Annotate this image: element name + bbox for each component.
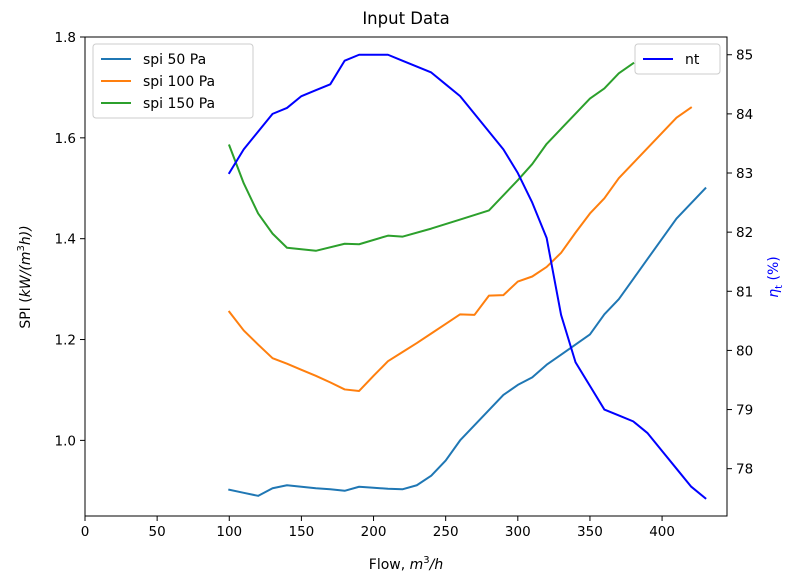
x-axis-label-tail: /h [428, 557, 444, 573]
left-y-tick-label: 1.4 [55, 232, 76, 248]
x-tick-label: 300 [505, 524, 531, 540]
x-axis-label-math: m [410, 557, 424, 573]
right-y-tick-label: 85 [736, 48, 753, 64]
x-axis-label-text: Flow, [369, 557, 410, 573]
left-y-tick-label: 1.0 [55, 433, 76, 449]
left-y-tick-label: 1.8 [55, 30, 76, 46]
right-y-tick-label: 83 [736, 166, 753, 182]
right-y-axis-label-math: η [766, 289, 782, 298]
chart-title: Input Data [362, 9, 449, 28]
legend-label-spi-50-pa: spi 50 Pa [143, 52, 206, 68]
right-y-tick-label: 79 [736, 403, 753, 419]
left-y-axis-label-math: kW/(m [18, 252, 34, 298]
right-y-tick-label: 82 [736, 225, 753, 241]
right-y-tick-label: 80 [736, 343, 753, 359]
x-tick-label: 100 [216, 524, 242, 540]
x-tick-label: 0 [81, 524, 90, 540]
right-y-tick-label: 81 [736, 284, 753, 300]
right-y-tick-label: 84 [736, 107, 753, 123]
x-axis-label: Flow, m3/h [369, 555, 443, 573]
x-tick-label: 250 [433, 524, 459, 540]
left-y-axis-label-text: SPI ( [18, 297, 34, 328]
legend-label-spi-100-pa: spi 100 Pa [143, 74, 215, 90]
x-tick-label: 350 [577, 524, 603, 540]
left-y-axis-label: SPI (kW/(m3h)) [16, 225, 34, 328]
left-y-axis-label-tail: h)) [18, 225, 34, 245]
x-tick-label: 150 [289, 524, 315, 540]
left-y-tick-label: 1.2 [55, 333, 76, 349]
legend-right: nt [635, 44, 720, 74]
legend-label-nt: nt [685, 52, 700, 68]
right-y-axis-label-tail: (%) [766, 256, 782, 285]
x-tick-label: 400 [649, 524, 675, 540]
x-tick-label: 200 [361, 524, 387, 540]
left-y-tick-label: 1.6 [55, 131, 76, 147]
x-tick-label: 50 [149, 524, 166, 540]
legend-label-spi-150-pa: spi 150 Pa [143, 96, 215, 112]
legend-left: spi 50 Pa spi 100 Pa spi 150 Pa [93, 44, 253, 118]
right-y-tick-label: 78 [736, 462, 753, 478]
